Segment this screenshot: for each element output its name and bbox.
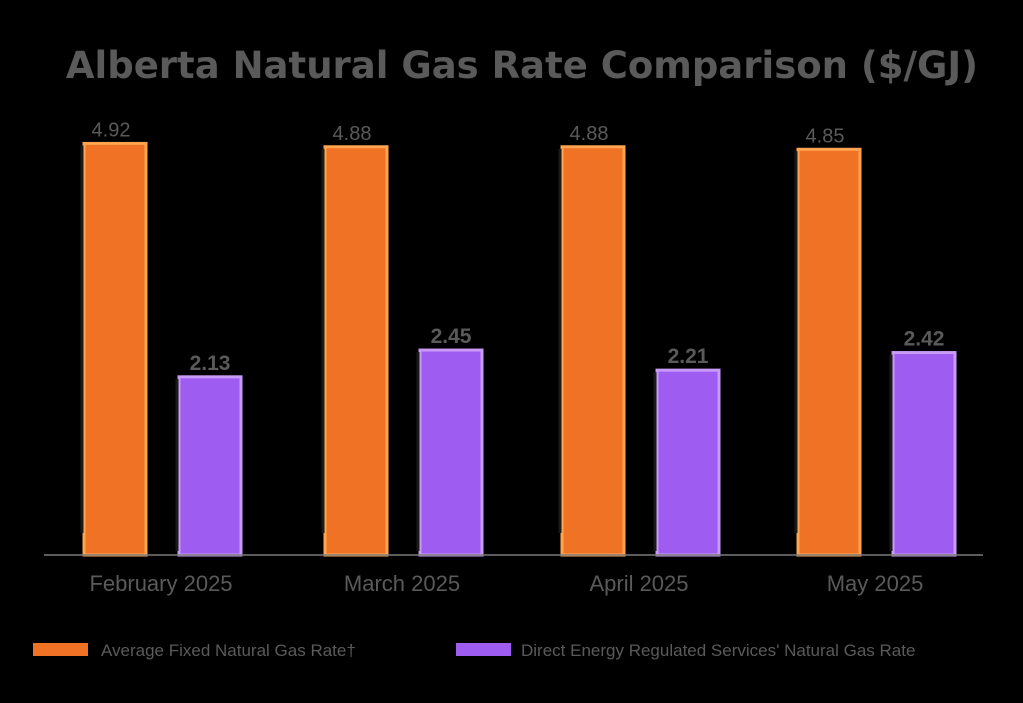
data-label-regulated-rate-may-2025: 2.42 <box>904 328 945 351</box>
legend-swatch-fixed-rate <box>33 643 88 656</box>
legend-swatch-regulated-rate <box>456 643 511 656</box>
bar-fixed-rate-february-2025 <box>82 141 148 557</box>
bar-fixed-rate-may-2025 <box>796 147 862 557</box>
bar-fixed-rate-march-2025 <box>323 145 389 557</box>
bar-regulated-rate-may-2025 <box>891 351 957 557</box>
data-label-fixed-rate-april-2025: 4.88 <box>570 123 609 145</box>
legend-label-fixed-rate: Average Fixed Natural Gas Rate† <box>101 641 356 660</box>
data-label-fixed-rate-february-2025: 4.92 <box>92 119 131 141</box>
x-tick-label-march-2025: March 2025 <box>344 571 460 596</box>
x-tick-label-february-2025: February 2025 <box>89 571 232 596</box>
bar-regulated-rate-february-2025 <box>177 375 243 557</box>
bar-fixed-rate-april-2025 <box>560 145 626 557</box>
bars-group: 4.92 4.88 4.88 4.85 2.13 2.45 2.21 2.42 <box>80 119 957 557</box>
data-label-regulated-rate-march-2025: 2.45 <box>431 325 472 348</box>
legend-label-regulated-rate: Direct Energy Regulated Services' Natura… <box>521 641 915 660</box>
data-label-fixed-rate-may-2025: 4.85 <box>806 125 845 147</box>
x-tick-label-april-2025: April 2025 <box>589 571 688 596</box>
x-tick-label-may-2025: May 2025 <box>827 571 924 596</box>
data-label-regulated-rate-february-2025: 2.13 <box>190 352 231 375</box>
bar-regulated-rate-march-2025 <box>418 348 484 557</box>
data-label-fixed-rate-march-2025: 4.88 <box>333 123 372 145</box>
chart-title: Alberta Natural Gas Rate Comparison ($/G… <box>66 44 978 87</box>
data-label-regulated-rate-april-2025: 2.21 <box>668 345 709 368</box>
legend: Average Fixed Natural Gas Rate† Direct E… <box>33 641 915 660</box>
x-tick-labels: February 2025 March 2025 April 2025 May 202… <box>89 571 923 596</box>
bar-regulated-rate-april-2025 <box>655 368 721 557</box>
